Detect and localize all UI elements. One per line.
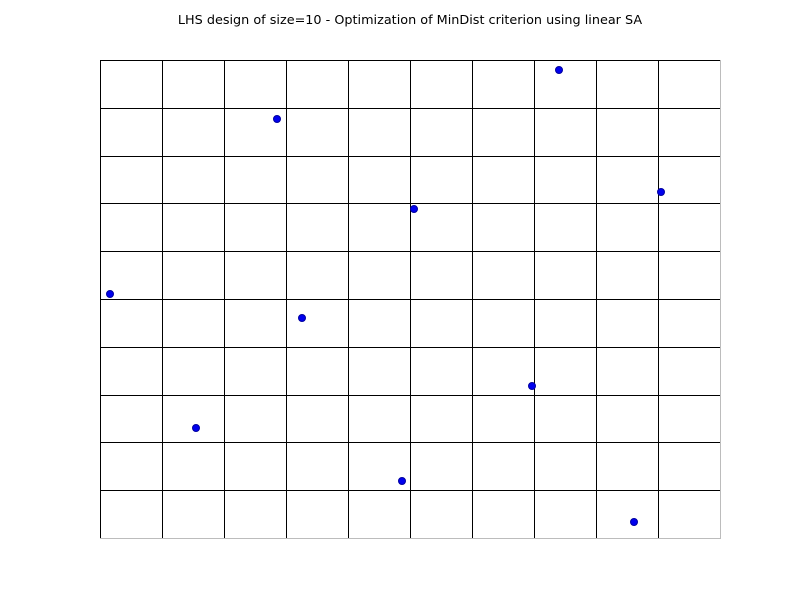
data-point <box>630 518 639 527</box>
data-point <box>298 314 307 323</box>
data-point <box>554 65 563 74</box>
data-point <box>397 477 406 486</box>
data-point <box>657 187 666 196</box>
grid-line-horizontal <box>100 490 720 492</box>
data-point <box>192 423 201 432</box>
grid-line-horizontal <box>100 299 720 300</box>
grid-line-vertical <box>596 60 597 538</box>
grid-line-vertical <box>658 60 659 538</box>
plot-area <box>100 60 721 539</box>
grid-line-vertical <box>472 60 473 538</box>
grid-line-horizontal <box>100 442 720 444</box>
chart-title: LHS design of size=10 - Optimization of … <box>177 13 643 28</box>
data-point <box>527 381 536 390</box>
grid-line-horizontal <box>100 394 720 396</box>
data-point <box>409 205 418 214</box>
data-point <box>272 114 281 123</box>
grid-line-vertical <box>534 60 535 538</box>
data-point <box>105 290 114 299</box>
grid-line-horizontal <box>100 346 720 348</box>
